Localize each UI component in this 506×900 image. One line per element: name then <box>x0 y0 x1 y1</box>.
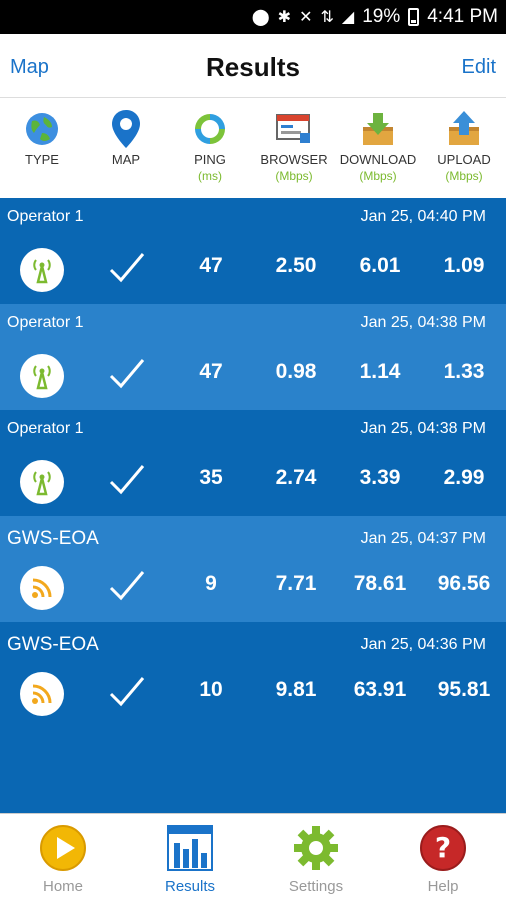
timestamp: Jan 25, 04:38 PM <box>360 314 486 331</box>
ping-value: 35 <box>199 466 223 489</box>
map-button[interactable]: Map <box>10 56 49 78</box>
nav-header: Map Results Edit <box>0 34 506 98</box>
refresh-icon <box>168 110 252 148</box>
status-bar: ⬤ ✱ ✕ ⇅ ◢ 19% 4:41 PM <box>0 0 506 34</box>
upload-value: 2.99 <box>443 466 485 489</box>
result-row[interactable]: GWS-EOA Jan 25, 04:37 PM 9 7.71 78.61 96… <box>0 516 506 622</box>
timestamp: Jan 25, 04:38 PM <box>360 420 486 437</box>
edit-button[interactable]: Edit <box>461 56 496 78</box>
ping-value: 47 <box>199 360 223 383</box>
download-value: 63.91 <box>353 678 407 701</box>
vibrate-icon: ✕ <box>299 9 313 26</box>
tab-help[interactable]: ? Help <box>393 824 493 895</box>
browser-value: 9.81 <box>275 678 317 701</box>
results-list[interactable]: Operator 1 Jan 25, 04:40 PM 47 2.50 6.01… <box>0 198 506 813</box>
operator-name: Operator 1 <box>7 314 84 331</box>
cell-tower-icon <box>20 460 64 504</box>
download-icon <box>336 110 420 148</box>
globe-icon <box>0 110 84 148</box>
timestamp: Jan 25, 04:37 PM <box>360 530 486 547</box>
tab-settings[interactable]: Settings <box>266 824 366 895</box>
location-icon: ⬤ <box>251 9 270 26</box>
timestamp: Jan 25, 04:40 PM <box>360 208 486 225</box>
wifi-icon <box>20 672 64 716</box>
browser-value: 2.74 <box>275 466 317 489</box>
tab-home[interactable]: Home <box>13 824 113 895</box>
help-icon: ? <box>393 824 493 872</box>
result-row[interactable]: Operator 1 Jan 25, 04:38 PM 47 0.98 1.14… <box>0 304 506 410</box>
check-icon <box>109 359 145 389</box>
signal-icon: ◢ <box>341 9 355 26</box>
operator-name: GWS-EOA <box>7 528 99 549</box>
result-row[interactable]: Operator 1 Jan 25, 04:38 PM 35 2.74 3.39… <box>0 410 506 516</box>
map-pin-icon <box>84 110 168 148</box>
upload-icon <box>422 110 506 148</box>
column-browser: BROWSER (Mbps) <box>252 110 336 183</box>
column-map: MAP <box>84 110 168 167</box>
play-icon <box>13 824 113 872</box>
result-row[interactable]: Operator 1 Jan 25, 04:40 PM 47 2.50 6.01… <box>0 198 506 304</box>
svg-text:?: ? <box>435 831 451 864</box>
download-value: 1.14 <box>359 360 401 383</box>
browser-value: 0.98 <box>275 360 317 383</box>
bluetooth-icon: ✱ <box>277 9 292 26</box>
download-value: 6.01 <box>359 254 401 277</box>
column-type: TYPE <box>0 110 84 167</box>
browser-value: 7.71 <box>275 572 317 595</box>
ping-value: 47 <box>199 254 223 277</box>
upload-value: 1.09 <box>443 254 485 277</box>
check-icon <box>109 571 145 601</box>
browser-value: 2.50 <box>275 254 317 277</box>
cell-tower-icon <box>20 354 64 398</box>
operator-name: GWS-EOA <box>7 634 99 655</box>
download-value: 78.61 <box>353 572 407 595</box>
check-icon <box>109 253 145 283</box>
clock: 4:41 PM <box>427 6 498 27</box>
check-icon <box>109 465 145 495</box>
check-icon <box>109 677 145 707</box>
tab-bar: Home Results Settings ? Help <box>0 813 506 900</box>
bar-chart-icon <box>140 824 240 872</box>
result-row[interactable]: GWS-EOA Jan 25, 04:36 PM 10 9.81 63.91 9… <box>0 622 506 728</box>
tab-results[interactable]: Results <box>140 824 240 895</box>
column-download: DOWNLOAD (Mbps) <box>336 110 420 183</box>
upload-value: 95.81 <box>437 678 491 701</box>
timestamp: Jan 25, 04:36 PM <box>360 636 486 653</box>
wifi-icon <box>20 566 64 610</box>
gear-icon <box>266 824 366 872</box>
battery-percent: 19% <box>362 6 401 27</box>
operator-name: Operator 1 <box>7 420 84 437</box>
ping-value: 10 <box>199 678 223 701</box>
download-value: 3.39 <box>359 466 401 489</box>
data-icon: ⇅ <box>320 9 334 26</box>
cell-tower-icon <box>20 248 64 292</box>
upload-value: 96.56 <box>437 572 491 595</box>
operator-name: Operator 1 <box>7 208 84 225</box>
column-upload: UPLOAD (Mbps) <box>422 110 506 183</box>
browser-icon <box>252 110 336 148</box>
ping-value: 9 <box>205 572 217 595</box>
column-header-bar: TYPE MAP PING (ms) BROWSER (Mbps) DOWNLO… <box>0 98 506 198</box>
page-title: Results <box>206 52 300 82</box>
column-ping: PING (ms) <box>168 110 252 183</box>
upload-value: 1.33 <box>443 360 485 383</box>
battery-icon <box>408 8 420 26</box>
